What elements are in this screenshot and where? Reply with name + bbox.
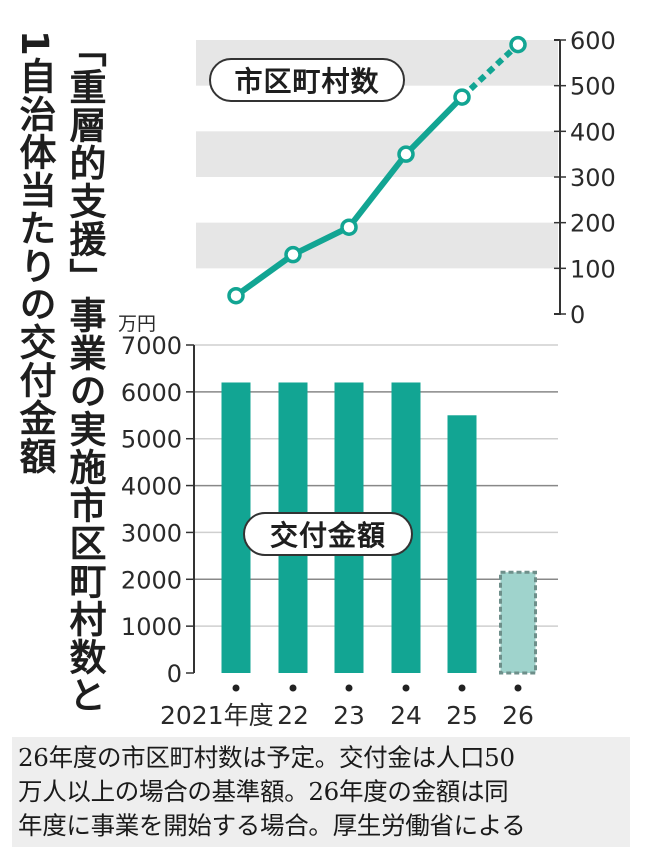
line-y-tick: 400 [570, 118, 616, 146]
x-tick-dot [458, 684, 466, 692]
line-point-marker [397, 145, 415, 163]
bar-y-tick: 2000 [121, 566, 182, 594]
line-y-tick: 200 [570, 210, 616, 238]
line-point-marker [509, 35, 527, 54]
chart-area: 0 100 200 300 400 500 600 万円 0 1000 2000 3000 4000 50… [118, 27, 616, 730]
bar-y-tick: 6000 [121, 379, 182, 407]
line-y-tick: 500 [570, 73, 616, 101]
x-tick-dot [232, 684, 240, 692]
bar-chart: 万円 0 1000 2000 3000 4000 5000 6000 7000 2021年度 22 2… [118, 313, 558, 730]
x-axis-label: 22 [277, 701, 309, 730]
line-y-tick: 0 [570, 301, 585, 329]
line-point-marker [340, 218, 358, 236]
line-y-tick: 600 [570, 27, 616, 55]
background-band [196, 222, 558, 269]
x-axis-label: 2021年度 [160, 701, 274, 730]
footnote-line: 年度に事業を開始する場合。厚生労働省による [18, 811, 526, 840]
footnote: 26年度の市区町村数は予定。交付金は人口50 万人以上の場合の基準額。26年度の… [12, 737, 630, 847]
line-point-marker [284, 245, 302, 264]
bar-y-tick: 1000 [121, 613, 182, 641]
bar-y-tick: 0 [167, 660, 182, 688]
x-tick-dot [289, 684, 297, 692]
x-tick-dot [514, 684, 522, 692]
x-tick-dot [345, 684, 353, 692]
x-axis-label: 23 [333, 701, 365, 730]
x-tick-dot [402, 684, 410, 692]
x-axis-label: 25 [446, 701, 478, 730]
chart-title-line1: 「重層的支援」事業の実施市区町村数と [63, 30, 106, 714]
bar-unit-label: 万円 [118, 313, 156, 335]
line-point-marker [227, 286, 245, 305]
chart-title-line2: 1自治体当たりの交付金額 [13, 30, 56, 475]
line-series-projected [459, 42, 521, 100]
bar-projected [499, 570, 537, 675]
bar-y-tick: 5000 [121, 426, 182, 454]
bar-y-tick: 4000 [121, 473, 182, 501]
line-y-tick: 300 [570, 164, 616, 192]
line-y-tick: 100 [570, 255, 616, 283]
footnote-line: 26年度の市区町村数は予定。交付金は人口50 [18, 743, 515, 772]
bar [447, 415, 477, 673]
x-axis-label: 26 [502, 701, 534, 730]
x-axis-label: 24 [390, 701, 422, 730]
footnote-line: 万人以上の場合の基準額。26年度の金額は同 [18, 777, 509, 806]
bar-series-label: 交付金額 [243, 512, 413, 556]
bar-y-tick: 3000 [121, 519, 182, 547]
background-band [196, 131, 558, 177]
line-series-label: 市区町村数 [209, 58, 405, 102]
bar-y-tick: 7000 [121, 332, 182, 360]
line-point-marker [453, 88, 471, 106]
